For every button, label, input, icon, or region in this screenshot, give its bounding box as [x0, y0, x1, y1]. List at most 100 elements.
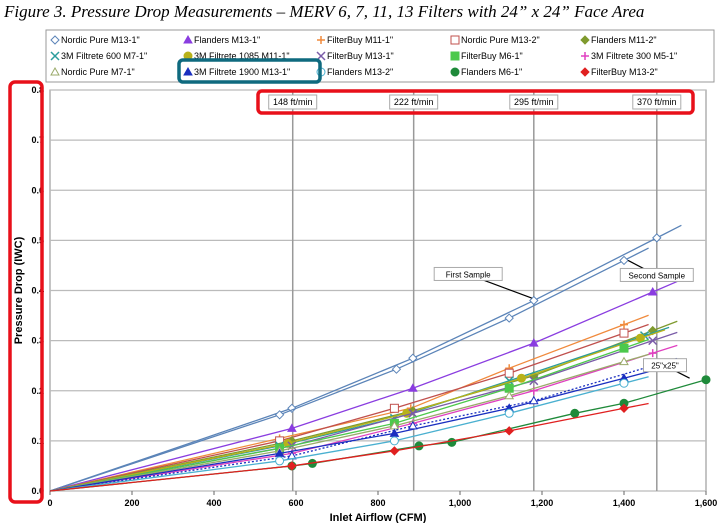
series-13-point: [701, 375, 711, 385]
legend-label-12: Flanders M13-2": [327, 67, 393, 77]
series-6-point: [283, 438, 293, 448]
series-12-point: [389, 436, 399, 446]
size-annotation: 25"x25": [651, 362, 679, 371]
size-annotation-box: [643, 358, 687, 373]
series-14-point: [619, 403, 629, 414]
series-10-point: [619, 356, 629, 366]
y-tick-label: 0.4: [31, 286, 44, 296]
x-tick-label: 200: [124, 498, 139, 508]
y-tick-label: 0.7: [31, 135, 44, 145]
legend-label-5: 3M Filtrete 600 M7-1": [61, 51, 147, 61]
series-11-second-point: [528, 395, 539, 405]
series-9-point: [648, 349, 657, 358]
velocity-label-box: [268, 94, 318, 110]
y-tick-label: 0.2: [31, 386, 44, 396]
highlight-y-axis-box: [8, 80, 44, 504]
velocity-label: 295 ft/min: [514, 97, 554, 107]
series-1-point: [528, 338, 539, 347]
series-12-point: [619, 378, 629, 388]
x-tick-label: 1,600: [695, 498, 718, 508]
series-14-line: [49, 402, 649, 492]
legend-marker-2: [317, 36, 325, 44]
series-3-point: [619, 328, 629, 338]
series-11-point: [389, 428, 400, 437]
x-tick-label: 1,200: [531, 498, 554, 508]
legend-label-3: Nordic Pure M13-2": [461, 35, 540, 45]
velocity-label: 222 ft/min: [394, 97, 434, 107]
series-3-point: [389, 403, 399, 413]
legend-marker-13: [450, 67, 460, 77]
series-0-second-line: [49, 247, 649, 492]
series-0-second-point: [619, 255, 629, 266]
series-10-point: [504, 390, 515, 400]
series-14-point: [504, 426, 514, 436]
series-1-point: [287, 423, 297, 432]
series-9-line: [49, 344, 678, 492]
series-13-point: [570, 408, 580, 418]
y-tick-label: 0.1: [31, 436, 44, 446]
series-10-line: [49, 353, 649, 492]
legend-label-11: 3M Filtrete 1900 M13-1": [194, 67, 290, 77]
legend-label-1: Flanders M13-1": [194, 35, 260, 45]
legend-marker-1: [183, 34, 193, 44]
x-tick-label: 0: [47, 498, 52, 508]
velocity-label-box: [632, 94, 682, 110]
second-sample-annotation: Second Sample: [629, 271, 686, 280]
series-1-point: [647, 286, 658, 296]
series-1-line: [49, 280, 678, 492]
velocity-label: 370 ft/min: [637, 97, 677, 107]
legend-label-13: Flanders M6-1": [461, 67, 522, 77]
legend-marker-3: [450, 35, 460, 45]
legend-marker-0: [50, 35, 60, 45]
series-0-point: [652, 233, 662, 243]
series-11-second-point: [407, 420, 418, 430]
series-12-point: [504, 408, 514, 418]
legend-label-8: FilterBuy M6-1": [461, 51, 523, 61]
series-14-point: [287, 461, 297, 471]
series-14-point: [389, 446, 400, 456]
series-2-point: [620, 320, 628, 329]
legend-label-0: Nordic Pure M13-1": [61, 35, 140, 45]
second-sample-annotation-box: [619, 267, 694, 282]
series-7-point: [648, 336, 658, 346]
y-tick-label: 0.3: [31, 336, 44, 346]
y-axis-label: Pressure Drop (IWC): [13, 236, 25, 344]
legend: [45, 29, 715, 83]
series-0-point: [287, 403, 297, 414]
series-0-point: [529, 295, 539, 306]
legend-label-9: 3M Filtrete 300 M5-1": [591, 51, 677, 61]
y-tick-label: 0.6: [31, 185, 44, 195]
first-sample-annotation: First Sample: [446, 270, 491, 279]
series-0-second-point: [504, 313, 514, 323]
legend-label-10: Nordic Pure M7-1": [61, 67, 135, 77]
series-8-point: [619, 343, 629, 353]
series-3-point: [504, 368, 514, 378]
x-tick-label: 400: [206, 498, 221, 508]
legend-label-4: Flanders M11-2": [591, 35, 657, 45]
first-sample-annotation-box: [433, 266, 503, 281]
series-0-second-point: [391, 364, 402, 374]
x-tick-label: 1,400: [613, 498, 636, 508]
velocity-label-box: [509, 94, 559, 110]
x-axis-label: Inlet Airflow (CFM): [330, 512, 427, 523]
x-tick-label: 600: [288, 498, 303, 508]
series-7-point: [408, 408, 418, 418]
series-6-point: [517, 373, 526, 383]
legend-label-14: FilterBuy M13-2": [591, 67, 658, 77]
series-11-line: [49, 371, 649, 492]
highlight-legend-box: [177, 58, 322, 84]
velocity-label: 148 ft/min: [273, 97, 313, 107]
y-tick-label: 0.0: [31, 486, 44, 496]
legend-marker-4: [580, 35, 590, 45]
highlight-velocity-box: [256, 89, 695, 115]
legend-label-2: FilterBuy M11-1": [327, 35, 393, 45]
legend-marker-5: [50, 51, 60, 61]
velocity-label-box: [389, 94, 439, 110]
series-0-second-point: [274, 410, 285, 420]
y-tick-label: 0.8: [31, 85, 44, 95]
series-12-point: [275, 456, 285, 466]
legend-marker-14: [580, 67, 590, 77]
series-11-point: [274, 448, 285, 457]
legend-label-7: FilterBuy M13-1": [327, 51, 394, 61]
legend-marker-7: [316, 51, 326, 61]
